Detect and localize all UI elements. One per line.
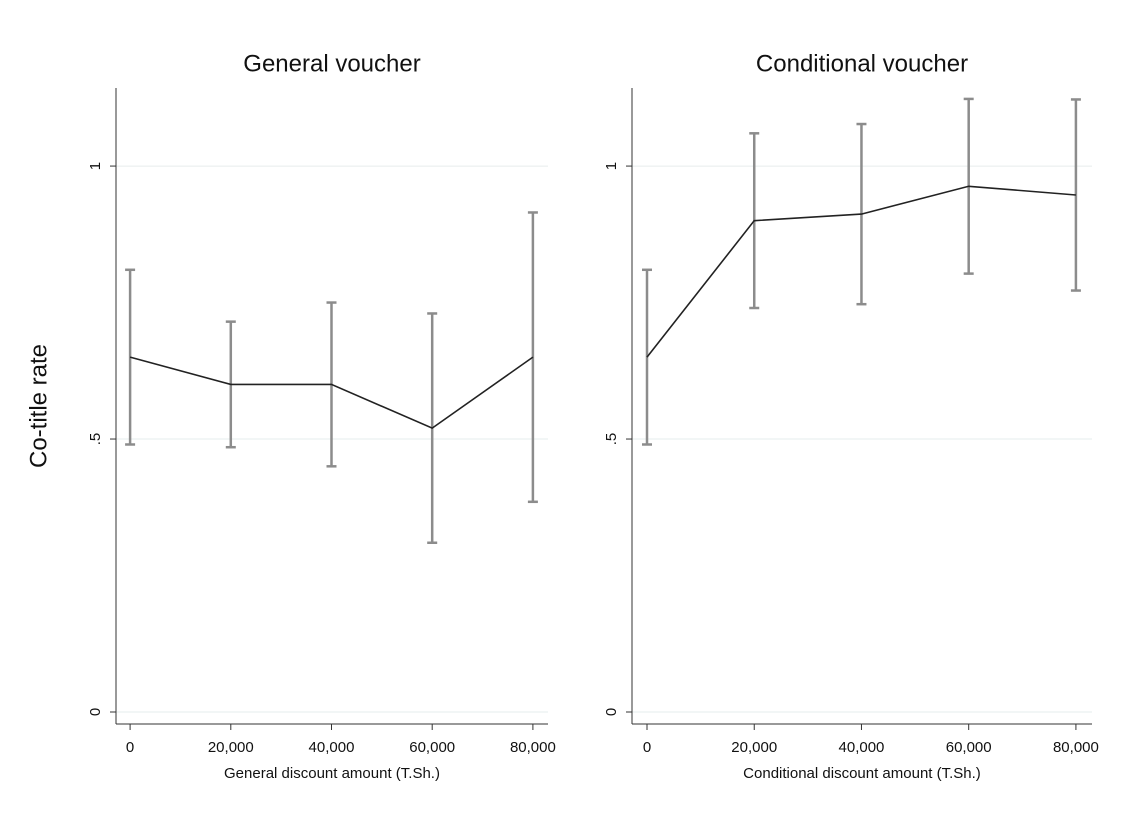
x-tick-label: 40,000 bbox=[839, 739, 885, 756]
x-axis-title: General discount amount (T.Sh.) bbox=[224, 765, 440, 782]
y-tick-label: 0 bbox=[87, 708, 104, 716]
x-tick-label: 40,000 bbox=[309, 739, 355, 756]
panel-title: General voucher bbox=[243, 50, 420, 77]
y-tick-label: 0 bbox=[603, 708, 620, 716]
panel-title: Conditional voucher bbox=[756, 50, 968, 77]
error-bar bbox=[125, 268, 136, 446]
line bbox=[646, 185, 1076, 358]
x-tick-label: 80,000 bbox=[510, 739, 556, 756]
x-tick-label: 0 bbox=[126, 739, 134, 756]
y-tick-label: .5 bbox=[603, 433, 620, 446]
y-tick-label: 1 bbox=[87, 162, 104, 170]
y-tick-label: .5 bbox=[87, 433, 104, 446]
x-tick-label: 60,000 bbox=[409, 739, 455, 756]
x-tick-label: 20,000 bbox=[731, 739, 777, 756]
x-tick-label: 0 bbox=[643, 739, 651, 756]
x-tick-label: 20,000 bbox=[208, 739, 254, 756]
y-axis-title: Co-title rate bbox=[25, 344, 52, 468]
x-tick-label: 60,000 bbox=[946, 739, 992, 756]
error-bar bbox=[1070, 98, 1081, 292]
y-tick-label: 1 bbox=[603, 162, 620, 170]
x-tick-label: 80,000 bbox=[1053, 739, 1099, 756]
line bbox=[129, 356, 534, 430]
x-axis-title: Conditional discount amount (T.Sh.) bbox=[743, 765, 981, 782]
error-bar bbox=[527, 211, 538, 504]
